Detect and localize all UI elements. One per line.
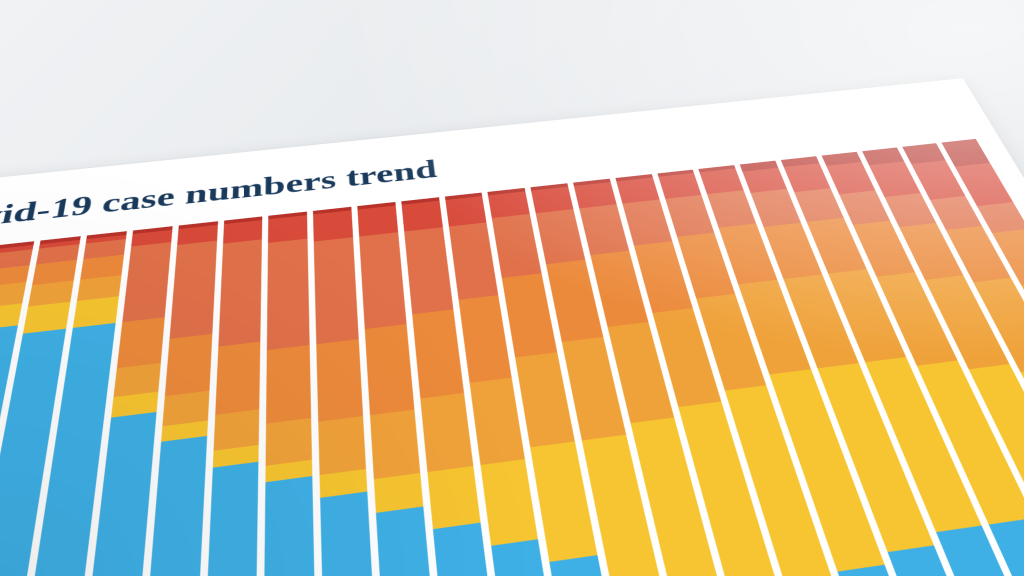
segment-coral bbox=[359, 232, 406, 329]
segment-orange bbox=[458, 295, 512, 382]
segment-coral bbox=[218, 240, 262, 347]
segment-coral bbox=[404, 227, 453, 314]
segment-coral bbox=[267, 238, 310, 350]
segment-amber bbox=[318, 416, 366, 475]
segment-orange bbox=[165, 334, 212, 396]
segment-orange bbox=[316, 339, 363, 422]
segment-amber bbox=[469, 377, 525, 465]
scene: 26: Covid-19 case numbers trend 1520 bbox=[0, 0, 1024, 576]
segment-coral bbox=[122, 242, 171, 322]
segment-coral bbox=[665, 195, 715, 237]
segment-coral bbox=[449, 222, 499, 300]
report-paper: 26: Covid-19 case numbers trend 1520 bbox=[0, 78, 1024, 576]
segment-coral bbox=[794, 188, 843, 222]
segment-red bbox=[826, 162, 875, 194]
segment-amber bbox=[420, 393, 473, 472]
segment-coral bbox=[977, 202, 1024, 233]
segment-coral bbox=[492, 214, 542, 278]
segment-yellow bbox=[480, 459, 538, 545]
segment-orange bbox=[117, 317, 165, 368]
segment-coral bbox=[707, 190, 756, 228]
segment-coral bbox=[751, 189, 801, 227]
segment-coral bbox=[536, 209, 585, 264]
segment-orange bbox=[502, 273, 557, 357]
segment-orange bbox=[412, 310, 464, 399]
segment-yellow bbox=[427, 466, 480, 529]
segment-coral bbox=[169, 241, 216, 339]
segment-amber bbox=[370, 410, 420, 479]
segment-coral bbox=[839, 191, 889, 225]
segment-blue bbox=[320, 491, 381, 576]
segment-coral bbox=[314, 237, 359, 344]
segment-amber bbox=[266, 418, 312, 466]
segment-amber bbox=[213, 409, 260, 451]
segment-coral bbox=[622, 199, 672, 245]
segment-orange bbox=[365, 324, 414, 415]
segment-blue bbox=[198, 461, 258, 576]
segment-blue bbox=[263, 476, 318, 576]
segment-coral bbox=[579, 204, 629, 255]
bar-9 bbox=[263, 212, 318, 576]
segment-orange bbox=[266, 345, 311, 424]
segment-orange bbox=[215, 342, 261, 415]
